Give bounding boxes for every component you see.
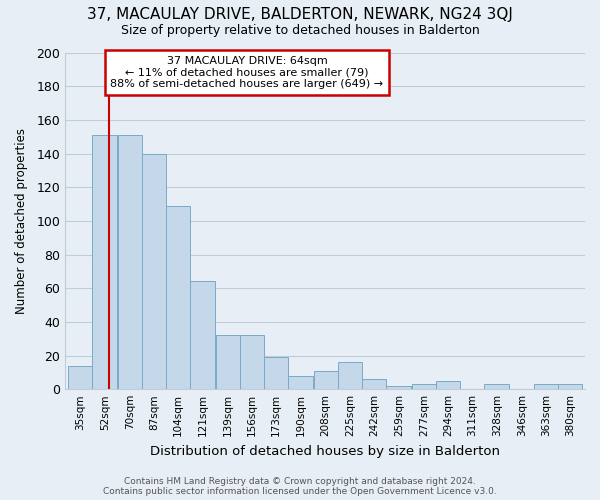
Text: Size of property relative to detached houses in Balderton: Size of property relative to detached ho… (121, 24, 479, 37)
Bar (362, 379, 386, 389)
Bar (338, 362, 362, 389)
Y-axis label: Number of detached properties: Number of detached properties (15, 128, 28, 314)
Bar (289, 376, 313, 389)
Bar (386, 386, 412, 389)
Bar (216, 336, 239, 389)
Text: 37 MACAULAY DRIVE: 64sqm
← 11% of detached houses are smaller (79)
88% of semi-d: 37 MACAULAY DRIVE: 64sqm ← 11% of detach… (110, 56, 383, 89)
Text: Contains HM Land Registry data © Crown copyright and database right 2024.
Contai: Contains HM Land Registry data © Crown c… (103, 476, 497, 496)
Bar (166, 206, 190, 389)
Bar (484, 384, 509, 389)
Bar (118, 135, 142, 389)
Bar (92, 135, 118, 389)
X-axis label: Distribution of detached houses by size in Balderton: Distribution of detached houses by size … (150, 444, 500, 458)
Bar (264, 357, 288, 389)
Bar (534, 384, 558, 389)
Bar (558, 384, 582, 389)
Text: 37, MACAULAY DRIVE, BALDERTON, NEWARK, NG24 3QJ: 37, MACAULAY DRIVE, BALDERTON, NEWARK, N… (87, 8, 513, 22)
Bar (436, 381, 460, 389)
Bar (68, 366, 92, 389)
Bar (142, 154, 166, 389)
Bar (314, 370, 338, 389)
Bar (412, 384, 436, 389)
Bar (190, 282, 215, 389)
Bar (240, 336, 264, 389)
